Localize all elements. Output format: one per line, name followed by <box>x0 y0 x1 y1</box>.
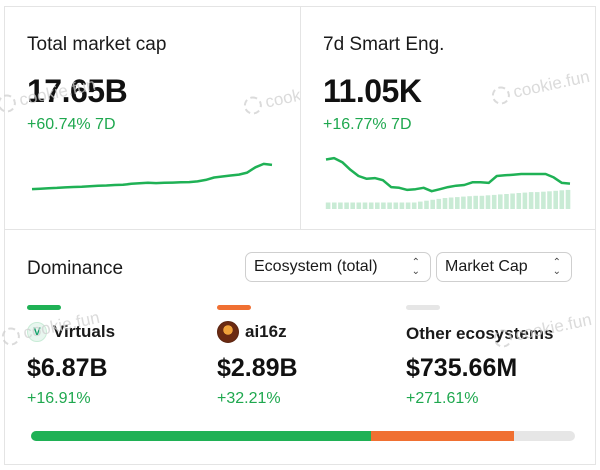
other-value: $735.66M <box>406 354 518 382</box>
market-cap-card: Total market cap 17.65B +60.74% 7D cooki… <box>0 6 343 230</box>
dominance-bar <box>31 431 575 441</box>
watermark: cookie.fun <box>492 310 593 350</box>
engagement-bar <box>455 197 460 209</box>
ai16z-swatch <box>217 305 251 310</box>
engagement-bar <box>325 202 331 209</box>
engagement-bar <box>375 202 380 209</box>
engagement-bar <box>504 194 509 209</box>
engagement-bar <box>559 190 565 209</box>
chevron-up-down-icon: ⌃ ⌄ <box>411 257 420 277</box>
smart-engagement-card: 7d Smart Eng. 11.05K +16.77% 7D cookie.f… <box>300 6 596 230</box>
engagement-bar <box>491 194 497 209</box>
watermark: cookie.fun <box>490 67 591 107</box>
metric-value: Market Cap <box>445 258 528 275</box>
virtuals-swatch <box>27 305 61 310</box>
other-swatch <box>406 305 440 310</box>
virtuals-name: V Virtuals <box>27 322 115 342</box>
engagement-bar <box>411 202 417 209</box>
market-cap-line <box>31 162 273 191</box>
engagement-bar <box>381 202 386 209</box>
engagement-bar <box>479 195 485 209</box>
engagement-bar <box>461 196 466 209</box>
cookie-icon <box>0 325 22 348</box>
engagement-line <box>325 156 571 193</box>
engagement-bar <box>362 202 368 209</box>
engagement-bar <box>418 201 423 209</box>
market-cap-change: +60.74% 7D <box>27 116 116 133</box>
engagement-bar <box>553 190 558 209</box>
engagement-bar <box>534 192 540 209</box>
smart-engagement-label: 7d Smart Eng. <box>323 34 445 55</box>
engagement-bar <box>387 202 392 209</box>
engagement-bar <box>338 202 343 209</box>
engagement-bar <box>332 202 337 209</box>
ecosystem-scope-select[interactable]: Ecosystem (total) ⌃ ⌄ <box>245 252 431 282</box>
market-cap-label: Total market cap <box>27 34 167 55</box>
engagement-bar <box>399 202 405 209</box>
engagement-bar <box>430 199 435 209</box>
dominance-segment-ai16z <box>371 431 515 441</box>
ai16z-avatar-icon <box>217 321 239 343</box>
other-change: +271.61% <box>406 390 479 407</box>
market-cap-sparkline <box>31 162 273 191</box>
market-cap-value: 17.65B <box>27 73 128 109</box>
ai16z-name: ai16z <box>217 321 287 343</box>
engagement-bar <box>516 193 522 209</box>
smart-engagement-value: 11.05K <box>323 73 422 109</box>
chevron-up-down-icon: ⌃ ⌄ <box>552 257 561 277</box>
engagement-bar <box>393 202 399 209</box>
dominance-segment-virtuals <box>31 431 371 441</box>
ecosystem-scope-value: Ecosystem (total) <box>254 258 378 275</box>
cookie-icon <box>490 84 512 107</box>
dominance-segment-other <box>514 431 551 441</box>
smart-engagement-chart <box>325 156 571 209</box>
engagement-bar <box>498 194 503 209</box>
engagement-bar <box>565 189 571 209</box>
ai16z-value: $2.89B <box>217 354 298 382</box>
engagement-bar <box>405 202 411 209</box>
engagement-bar <box>473 195 478 209</box>
cookie-icon <box>492 327 514 350</box>
engagement-bar <box>442 198 448 209</box>
watermark: cookie.fun <box>0 308 101 348</box>
other-name: Other ecosystems <box>406 324 554 343</box>
engagement-bar <box>424 200 429 209</box>
engagement-bar <box>528 192 534 209</box>
engagement-bar <box>541 191 546 209</box>
engagement-bar <box>448 197 454 209</box>
engagement-bar <box>510 193 515 209</box>
engagement-bar <box>485 195 491 209</box>
engagement-bar <box>350 202 355 209</box>
dominance-title: Dominance <box>27 258 124 279</box>
cookie-icon <box>242 94 264 117</box>
virtuals-value: $6.87B <box>27 354 108 382</box>
engagement-bar <box>344 202 349 209</box>
dominance-card: Dominance Ecosystem (total) ⌃ ⌄ Market Ca… <box>0 229 596 465</box>
smart-engagement-change: +16.77% 7D <box>323 116 412 133</box>
ai16z-change: +32.21% <box>217 390 281 407</box>
engagement-bar <box>356 202 362 209</box>
engagement-bar <box>436 198 442 209</box>
virtuals-logo-icon: V <box>27 322 47 342</box>
engagement-bar <box>368 202 374 209</box>
engagement-bar <box>522 192 528 209</box>
metric-select[interactable]: Market Cap ⌃ ⌄ <box>436 252 572 282</box>
cookie-icon <box>0 92 18 115</box>
engagement-bar <box>467 196 472 209</box>
engagement-bar <box>547 191 552 209</box>
virtuals-change: +16.91% <box>27 390 91 407</box>
